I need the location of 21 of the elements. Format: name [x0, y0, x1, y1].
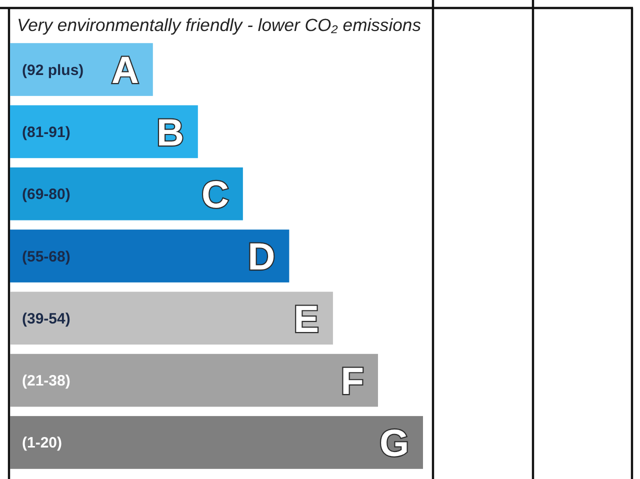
annotation: (1-20) — [22, 434, 62, 452]
bar — [10, 230, 290, 282]
annotation: (69-80) — [22, 186, 70, 204]
bar — [10, 292, 333, 345]
annotation: (55-68) — [22, 248, 70, 266]
y-tick-label: D — [248, 236, 276, 279]
annotation: (92 plus) — [22, 62, 84, 79]
annotation: (81-91) — [22, 124, 70, 141]
y-tick-label: B — [156, 112, 184, 154]
y-tick-label: E — [294, 298, 319, 341]
y-tick-label: G — [379, 423, 409, 466]
annotation: (21-38) — [22, 372, 70, 390]
annotation: (39-54) — [22, 310, 70, 328]
bar — [10, 105, 198, 158]
y-tick-label: C — [201, 174, 229, 217]
y-tick-label: F — [340, 360, 364, 403]
chart-title: Very environmentally friendly - lower CO₂ emissions — [17, 15, 422, 35]
bar — [10, 354, 378, 407]
bar — [10, 416, 423, 469]
bar — [10, 167, 243, 220]
y-tick-label: A — [111, 50, 139, 92]
